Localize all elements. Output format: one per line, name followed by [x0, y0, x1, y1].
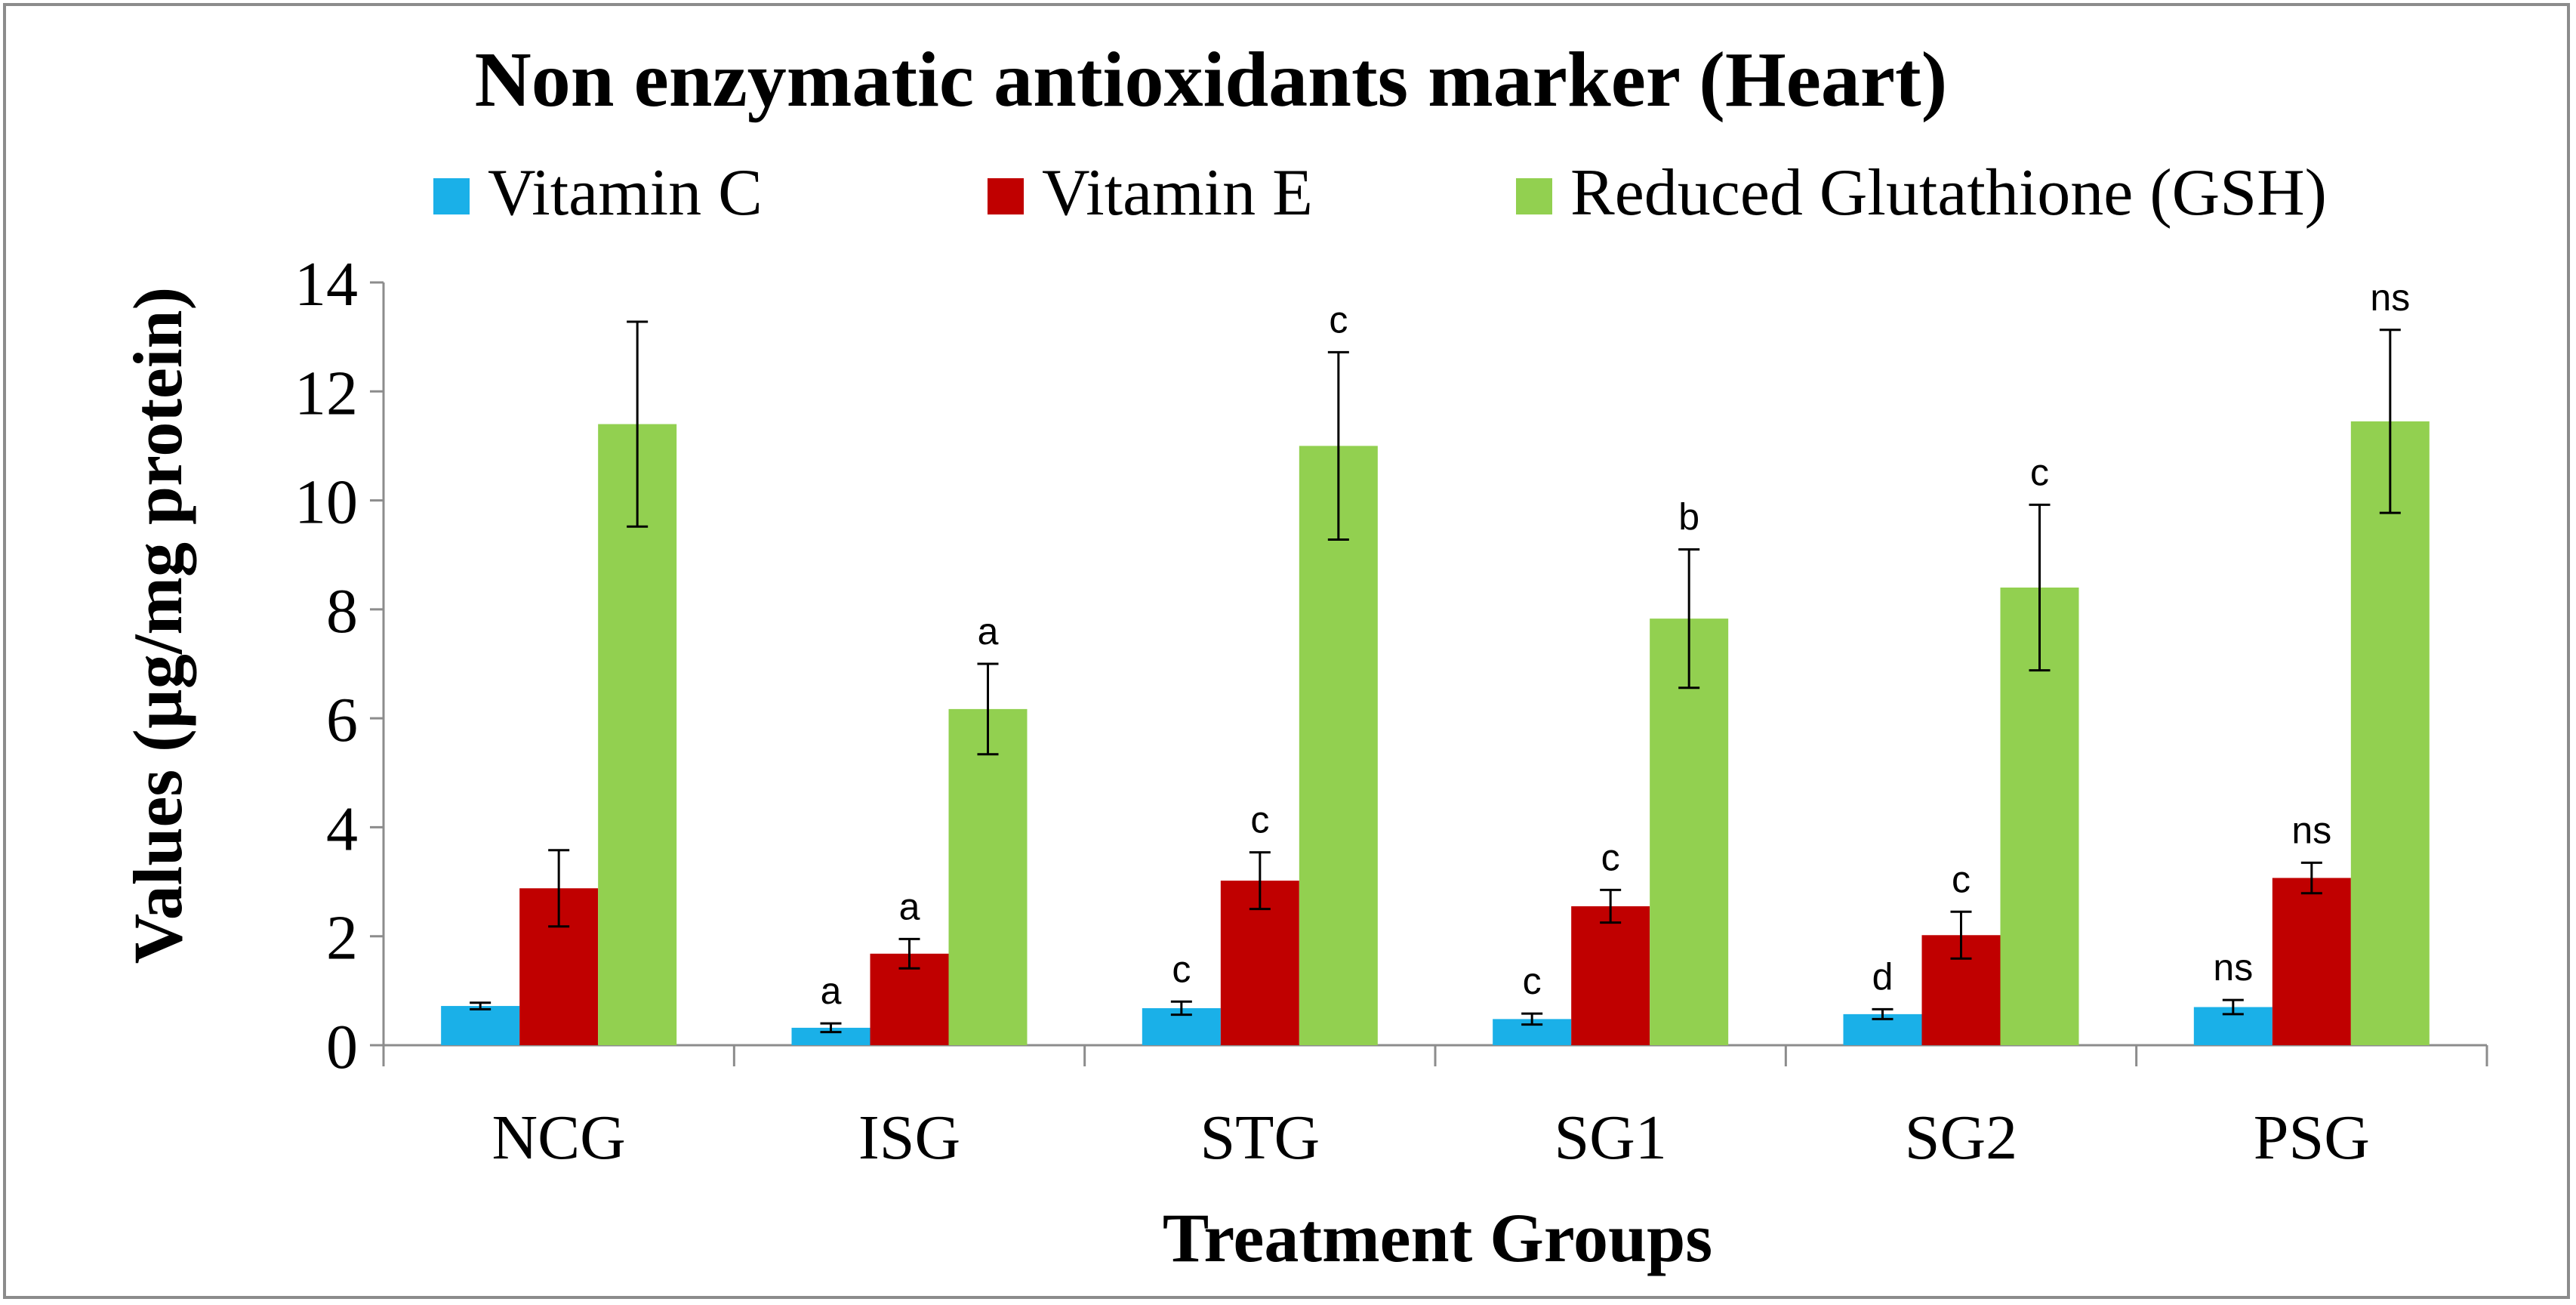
- bar: [441, 1006, 520, 1045]
- legend-swatch: [988, 178, 1024, 214]
- legend-swatch: [1516, 178, 1552, 214]
- significance-label: ns: [2213, 946, 2253, 989]
- bar: [1299, 446, 1378, 1045]
- bar: [1571, 906, 1650, 1045]
- axes: 0 2 4 6 8 10 12 14 NCG ISG STG SG1 SG2 PSG: [294, 249, 2488, 1173]
- bar: [2350, 421, 2430, 1045]
- chart-title: Non enzymatic antioxidants marker (Heart…: [475, 36, 1948, 123]
- bar: [1650, 619, 1729, 1045]
- significance-label: c: [1329, 298, 1348, 341]
- significance-label: a: [821, 970, 842, 1012]
- x-tick-label: SG1: [1554, 1103, 1666, 1173]
- significance-label: c: [1250, 799, 1269, 841]
- significance-label: b: [1678, 496, 1699, 538]
- y-tick-label: 14: [294, 249, 358, 319]
- bars: a a a c c c c c b d c c ns ns ns: [441, 276, 2430, 1045]
- x-axis-label: Treatment Groups: [1163, 1199, 1712, 1276]
- chart-svg: Non enzymatic antioxidants marker (Heart…: [119, 36, 2488, 1276]
- significance-label: ns: [2291, 809, 2331, 851]
- y-tick-label: 2: [326, 903, 358, 973]
- significance-label: c: [1172, 948, 1191, 990]
- x-tick-label: ISG: [858, 1103, 960, 1173]
- bar: [948, 708, 1028, 1045]
- y-tick-label: 10: [294, 467, 358, 538]
- x-tick-label: STG: [1200, 1103, 1320, 1173]
- significance-label: a: [899, 885, 920, 927]
- bar: [2272, 878, 2351, 1045]
- significance-label: c: [1601, 836, 1620, 878]
- legend: Vitamin C Vitamin E Reduced Glutathione (G…: [433, 156, 2327, 230]
- significance-label: c: [1523, 960, 1542, 1002]
- bar: [791, 1027, 870, 1045]
- legend-swatch: [433, 178, 470, 214]
- significance-label: ns: [2370, 276, 2410, 319]
- significance-label: c: [1952, 858, 1971, 900]
- legend-label: Vitamin C: [488, 156, 763, 230]
- y-tick-label: 0: [326, 1012, 358, 1082]
- y-tick-label: 6: [326, 685, 358, 755]
- x-tick-label: SG2: [1905, 1103, 2017, 1173]
- chart-frame: Non enzymatic antioxidants marker (Heart…: [3, 3, 2570, 1299]
- legend-label: Vitamin E: [1042, 156, 1313, 230]
- y-tick-label: 4: [326, 794, 358, 864]
- y-axis-label: Values (µg/mg protein): [119, 287, 196, 964]
- x-tick-label: PSG: [2254, 1103, 2370, 1173]
- y-tick-label: 12: [294, 358, 358, 428]
- legend-label: Reduced Glutathione (GSH): [1570, 156, 2327, 230]
- y-tick-label: 8: [326, 576, 358, 646]
- significance-label: a: [978, 610, 999, 652]
- x-tick-label: NCG: [491, 1103, 625, 1173]
- significance-label: c: [2030, 451, 2049, 493]
- significance-label: d: [1872, 955, 1893, 998]
